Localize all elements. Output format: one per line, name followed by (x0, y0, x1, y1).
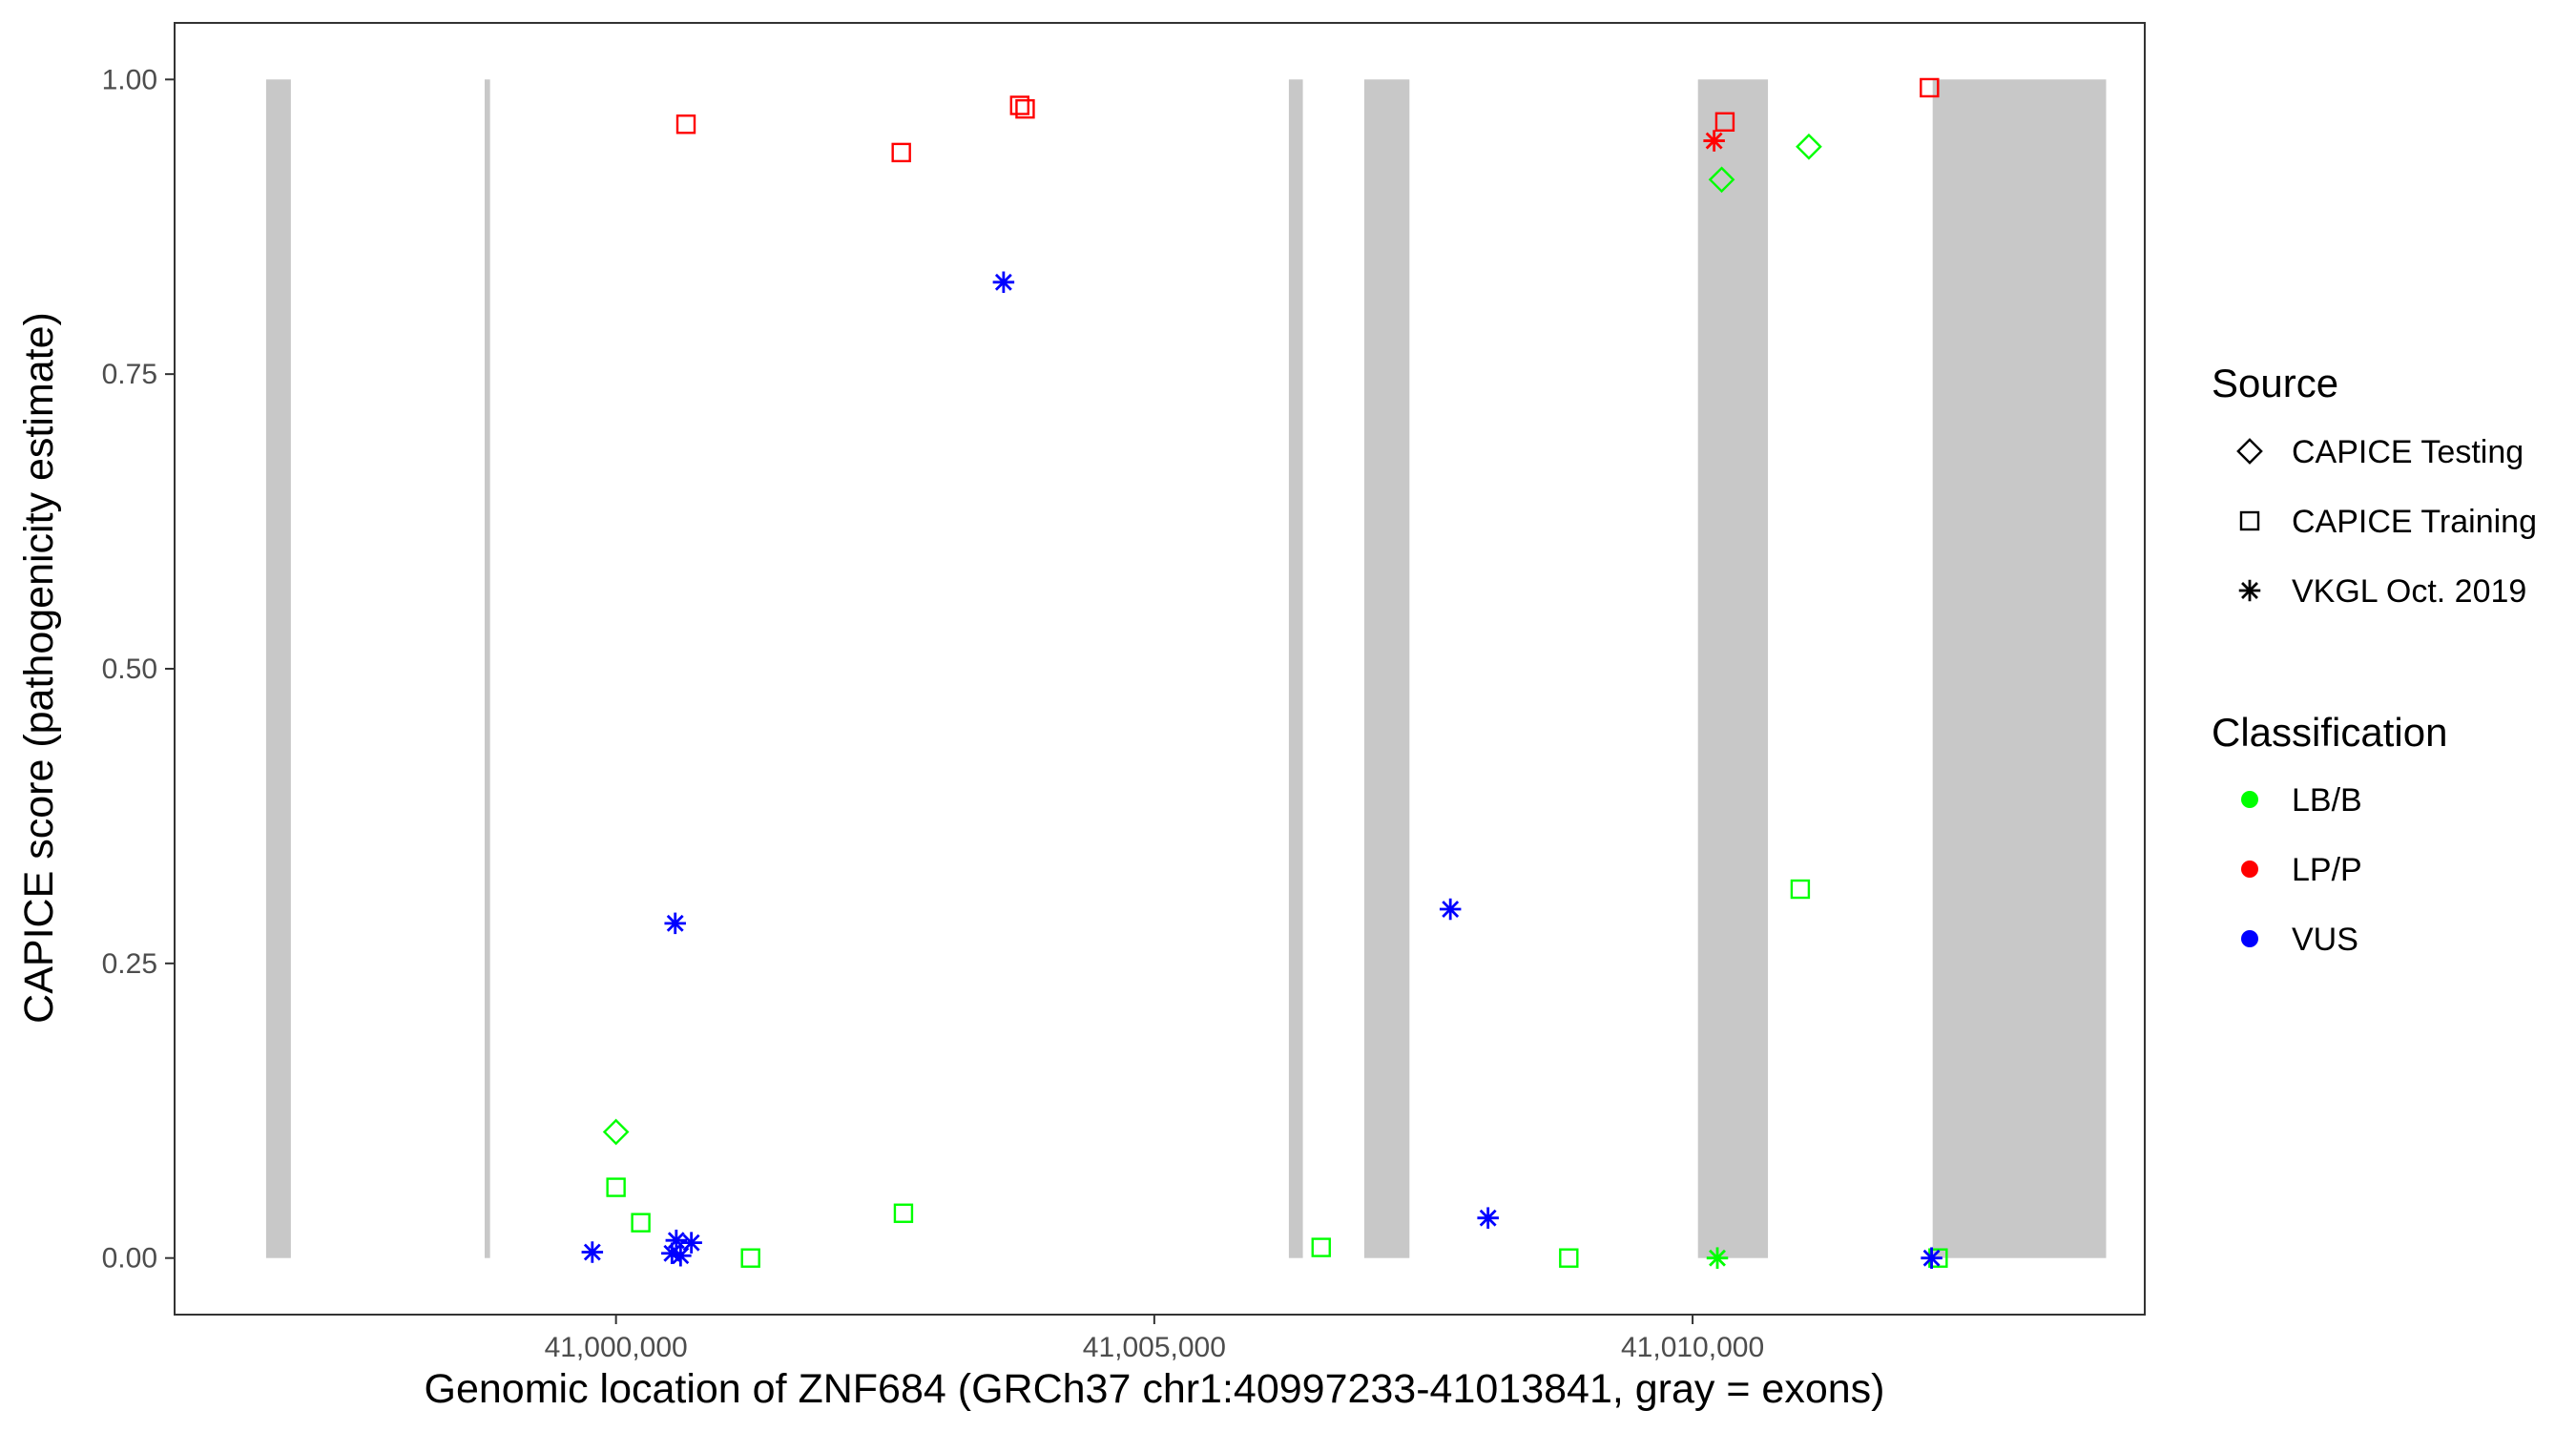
data-point (631, 1213, 651, 1233)
legend-classification-title: Classification (2212, 710, 2447, 755)
y-tick-label: 0.00 (102, 1243, 157, 1275)
legend-dot-icon (2241, 930, 2258, 947)
data-point (581, 1241, 604, 1263)
data-point (1920, 77, 1940, 98)
data-points (581, 77, 1948, 1269)
legend-dot-icon (2241, 791, 2258, 808)
x-axis-title: Genomic location of ZNF684 (GRCh37 chr1:… (425, 1366, 1885, 1412)
data-point (1311, 1237, 1331, 1257)
y-axis: 0.00 0.25 0.50 0.75 1.00 (102, 64, 175, 1275)
data-point (664, 912, 686, 935)
legend-source-label: VKGL Oct. 2019 (2292, 573, 2526, 610)
data-point (1706, 1247, 1729, 1269)
data-point (992, 271, 1015, 294)
exon-band-6 (1932, 79, 2107, 1258)
data-point (1015, 98, 1035, 119)
data-point (602, 1118, 630, 1146)
data-point (675, 114, 696, 135)
x-tick-label: 41,010,000 (1621, 1332, 1764, 1363)
legend-class-label: VUS (2292, 922, 2358, 958)
x-tick-label: 41,000,000 (545, 1332, 688, 1363)
legend-source-title: Source (2212, 361, 2338, 405)
data-point (1009, 95, 1030, 115)
data-point (1714, 112, 1735, 132)
y-tick-label: 0.50 (102, 653, 157, 685)
legend-square-icon (2239, 510, 2260, 531)
legend-source-label: CAPICE Testing (2292, 434, 2524, 470)
legend-class-label: LB/B (2292, 782, 2362, 819)
data-point (891, 142, 911, 163)
exon-band-5 (1697, 79, 1769, 1258)
exon-band-4 (1363, 79, 1410, 1258)
legend-source-items: CAPICE Testing CAPICE Training VKGL Oct. 2… (2236, 434, 2537, 610)
exon-band-1 (265, 79, 291, 1258)
y-axis-title: CAPICE score (pathogenicity estimate) (16, 312, 62, 1024)
data-point (1796, 133, 1822, 160)
legend-source-label: CAPICE Training (2292, 504, 2537, 540)
x-tick-label: 41,005,000 (1083, 1332, 1226, 1363)
data-point (606, 1177, 626, 1197)
legend: Source CAPICE Testing CAPICE Training VKGL… (2212, 361, 2537, 958)
exon-band-3 (1288, 79, 1303, 1258)
y-tick-label: 0.75 (102, 359, 157, 390)
data-point (1790, 879, 1811, 900)
data-point (1477, 1207, 1499, 1229)
panel-border (174, 22, 2146, 1316)
data-point (740, 1248, 760, 1268)
exon-band-2 (484, 79, 490, 1258)
legend-class-label: LP/P (2292, 852, 2362, 888)
exon-bands (265, 79, 2107, 1258)
legend-class-items: LB/B LP/P VUS (2241, 782, 2362, 958)
data-point (1708, 166, 1735, 194)
data-point (1559, 1248, 1579, 1268)
y-tick-label: 1.00 (102, 64, 157, 95)
legend-asterisk-icon (2238, 579, 2261, 602)
data-point (1921, 1247, 1942, 1269)
data-point (670, 1244, 692, 1267)
data-point (893, 1203, 914, 1223)
y-tick-label: 0.25 (102, 948, 157, 980)
x-axis: 41,000,000 41,005,000 41,010,000 (545, 1315, 1764, 1363)
data-point (1703, 130, 1725, 152)
data-point (680, 1232, 702, 1254)
legend-dot-icon (2241, 861, 2258, 878)
legend-diamond-icon (2236, 438, 2263, 465)
data-point (1439, 898, 1462, 921)
